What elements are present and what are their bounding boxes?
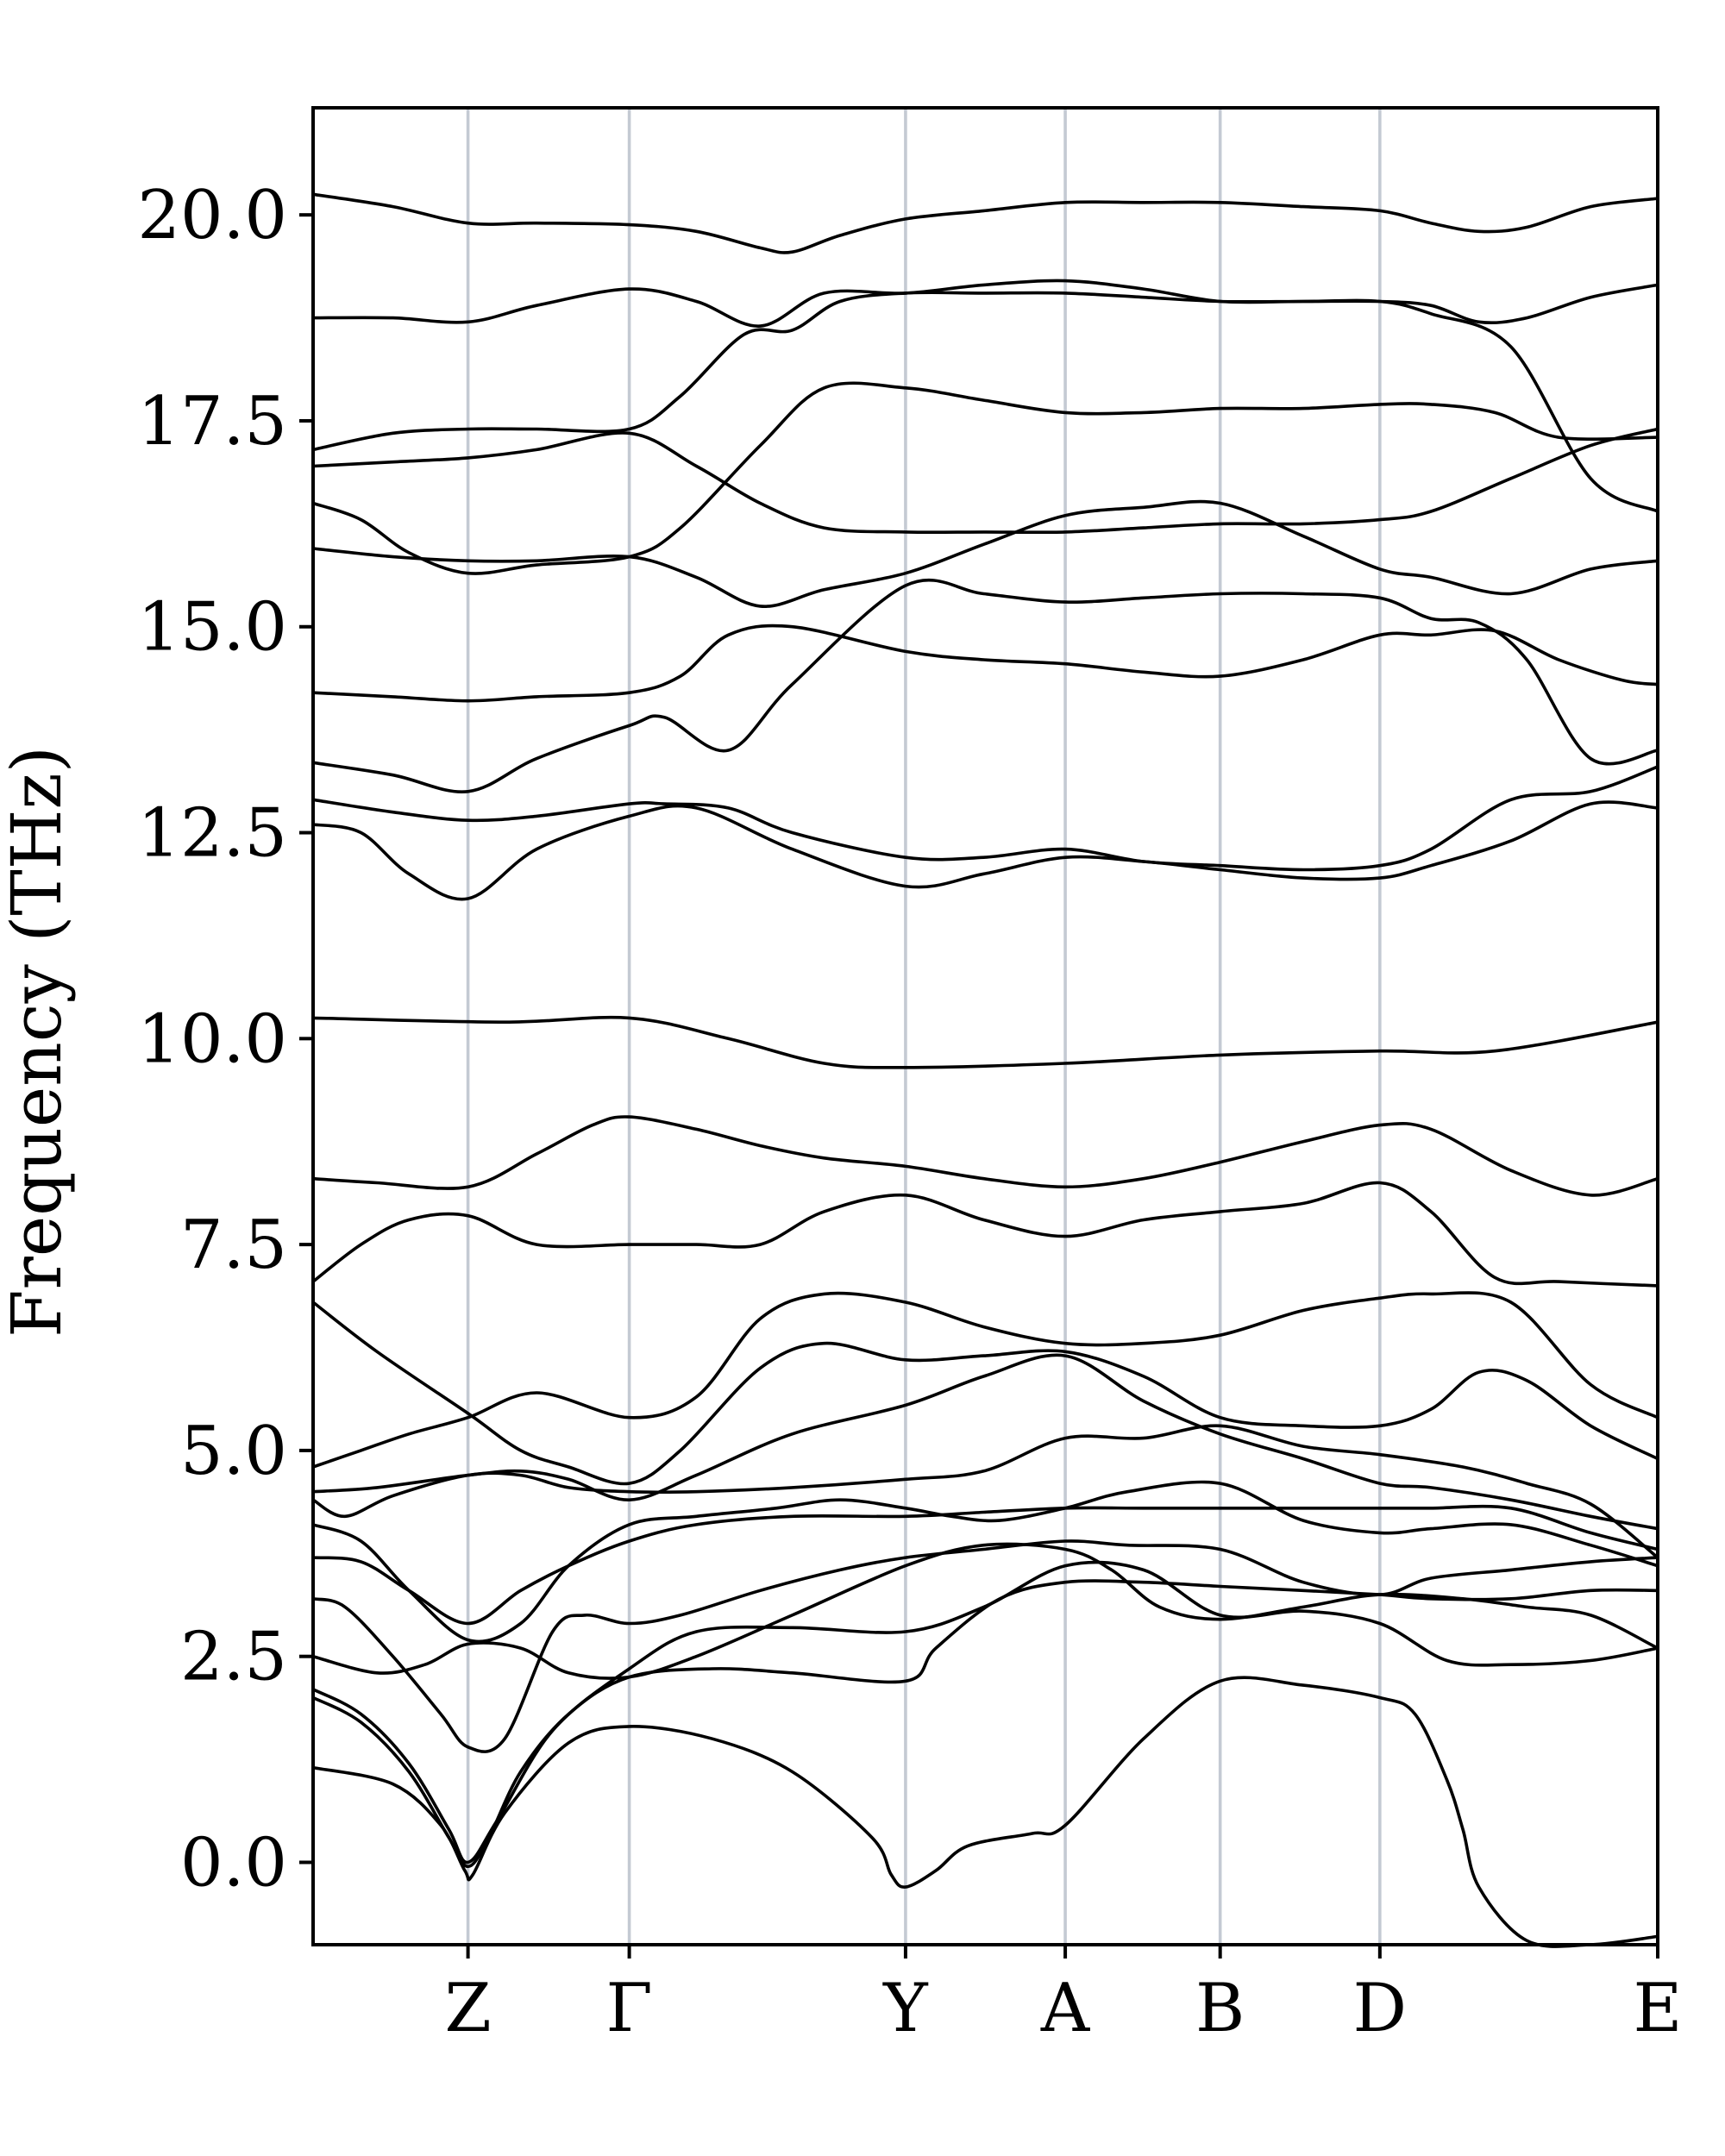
band-series-19 <box>311 499 1659 608</box>
band-series-24 <box>311 192 1659 254</box>
band-series-5 <box>311 1539 1659 1753</box>
x-tick-label-6: E <box>1634 1970 1683 2047</box>
x-tick-label-4: B <box>1195 1970 1245 2047</box>
y-tick-label-4: 10.0 <box>137 1000 287 1078</box>
x-tick-label-1: Γ <box>606 1970 653 2047</box>
y-tick-label-7: 17.5 <box>137 383 287 461</box>
band-series-10 <box>311 1300 1659 1486</box>
x-tick-label-3: A <box>1040 1970 1091 2047</box>
y-tick-label-0: 0.0 <box>180 1824 287 1902</box>
y-tick-label-8: 20.0 <box>137 177 287 254</box>
x-tick-label-5: D <box>1353 1970 1408 2047</box>
band-series-3 <box>311 1560 1659 1865</box>
y-axis-label: Frequency (THz) <box>0 746 77 1338</box>
y-tick-label-1: 2.5 <box>180 1619 287 1696</box>
band-series-15 <box>311 800 1659 901</box>
band-series-7 <box>311 1504 1659 1626</box>
y-tick-label-2: 5.0 <box>180 1413 287 1490</box>
y-tick-label-3: 7.5 <box>180 1206 287 1284</box>
plot-frame <box>311 106 1659 1946</box>
band-series-23 <box>311 279 1659 328</box>
band-series-21 <box>311 427 1659 535</box>
band-series-4 <box>311 1542 1659 1680</box>
band-series-12 <box>311 1181 1659 1288</box>
band-series-22 <box>311 291 1659 513</box>
band-series-group <box>311 192 1659 1948</box>
y-tick-label-6: 15.0 <box>137 589 287 667</box>
y-axis-ticks: 0.0 2.5 5.0 7.5 10.0 12.5 15.0 17.5 20.0 <box>137 177 313 1902</box>
y-tick-label-5: 12.5 <box>137 795 287 873</box>
band-series-16 <box>311 765 1659 872</box>
band-series-9 <box>311 1353 1659 1531</box>
band-series-11 <box>311 1291 1659 1469</box>
band-series-13 <box>311 1115 1659 1197</box>
x-tick-label-2: Y <box>882 1970 929 2047</box>
band-series-18 <box>311 624 1659 703</box>
band-series-20 <box>311 381 1659 575</box>
band-series-17 <box>311 578 1659 793</box>
x-tick-label-0: Z <box>444 1970 491 2047</box>
band-series-14 <box>311 1015 1659 1069</box>
